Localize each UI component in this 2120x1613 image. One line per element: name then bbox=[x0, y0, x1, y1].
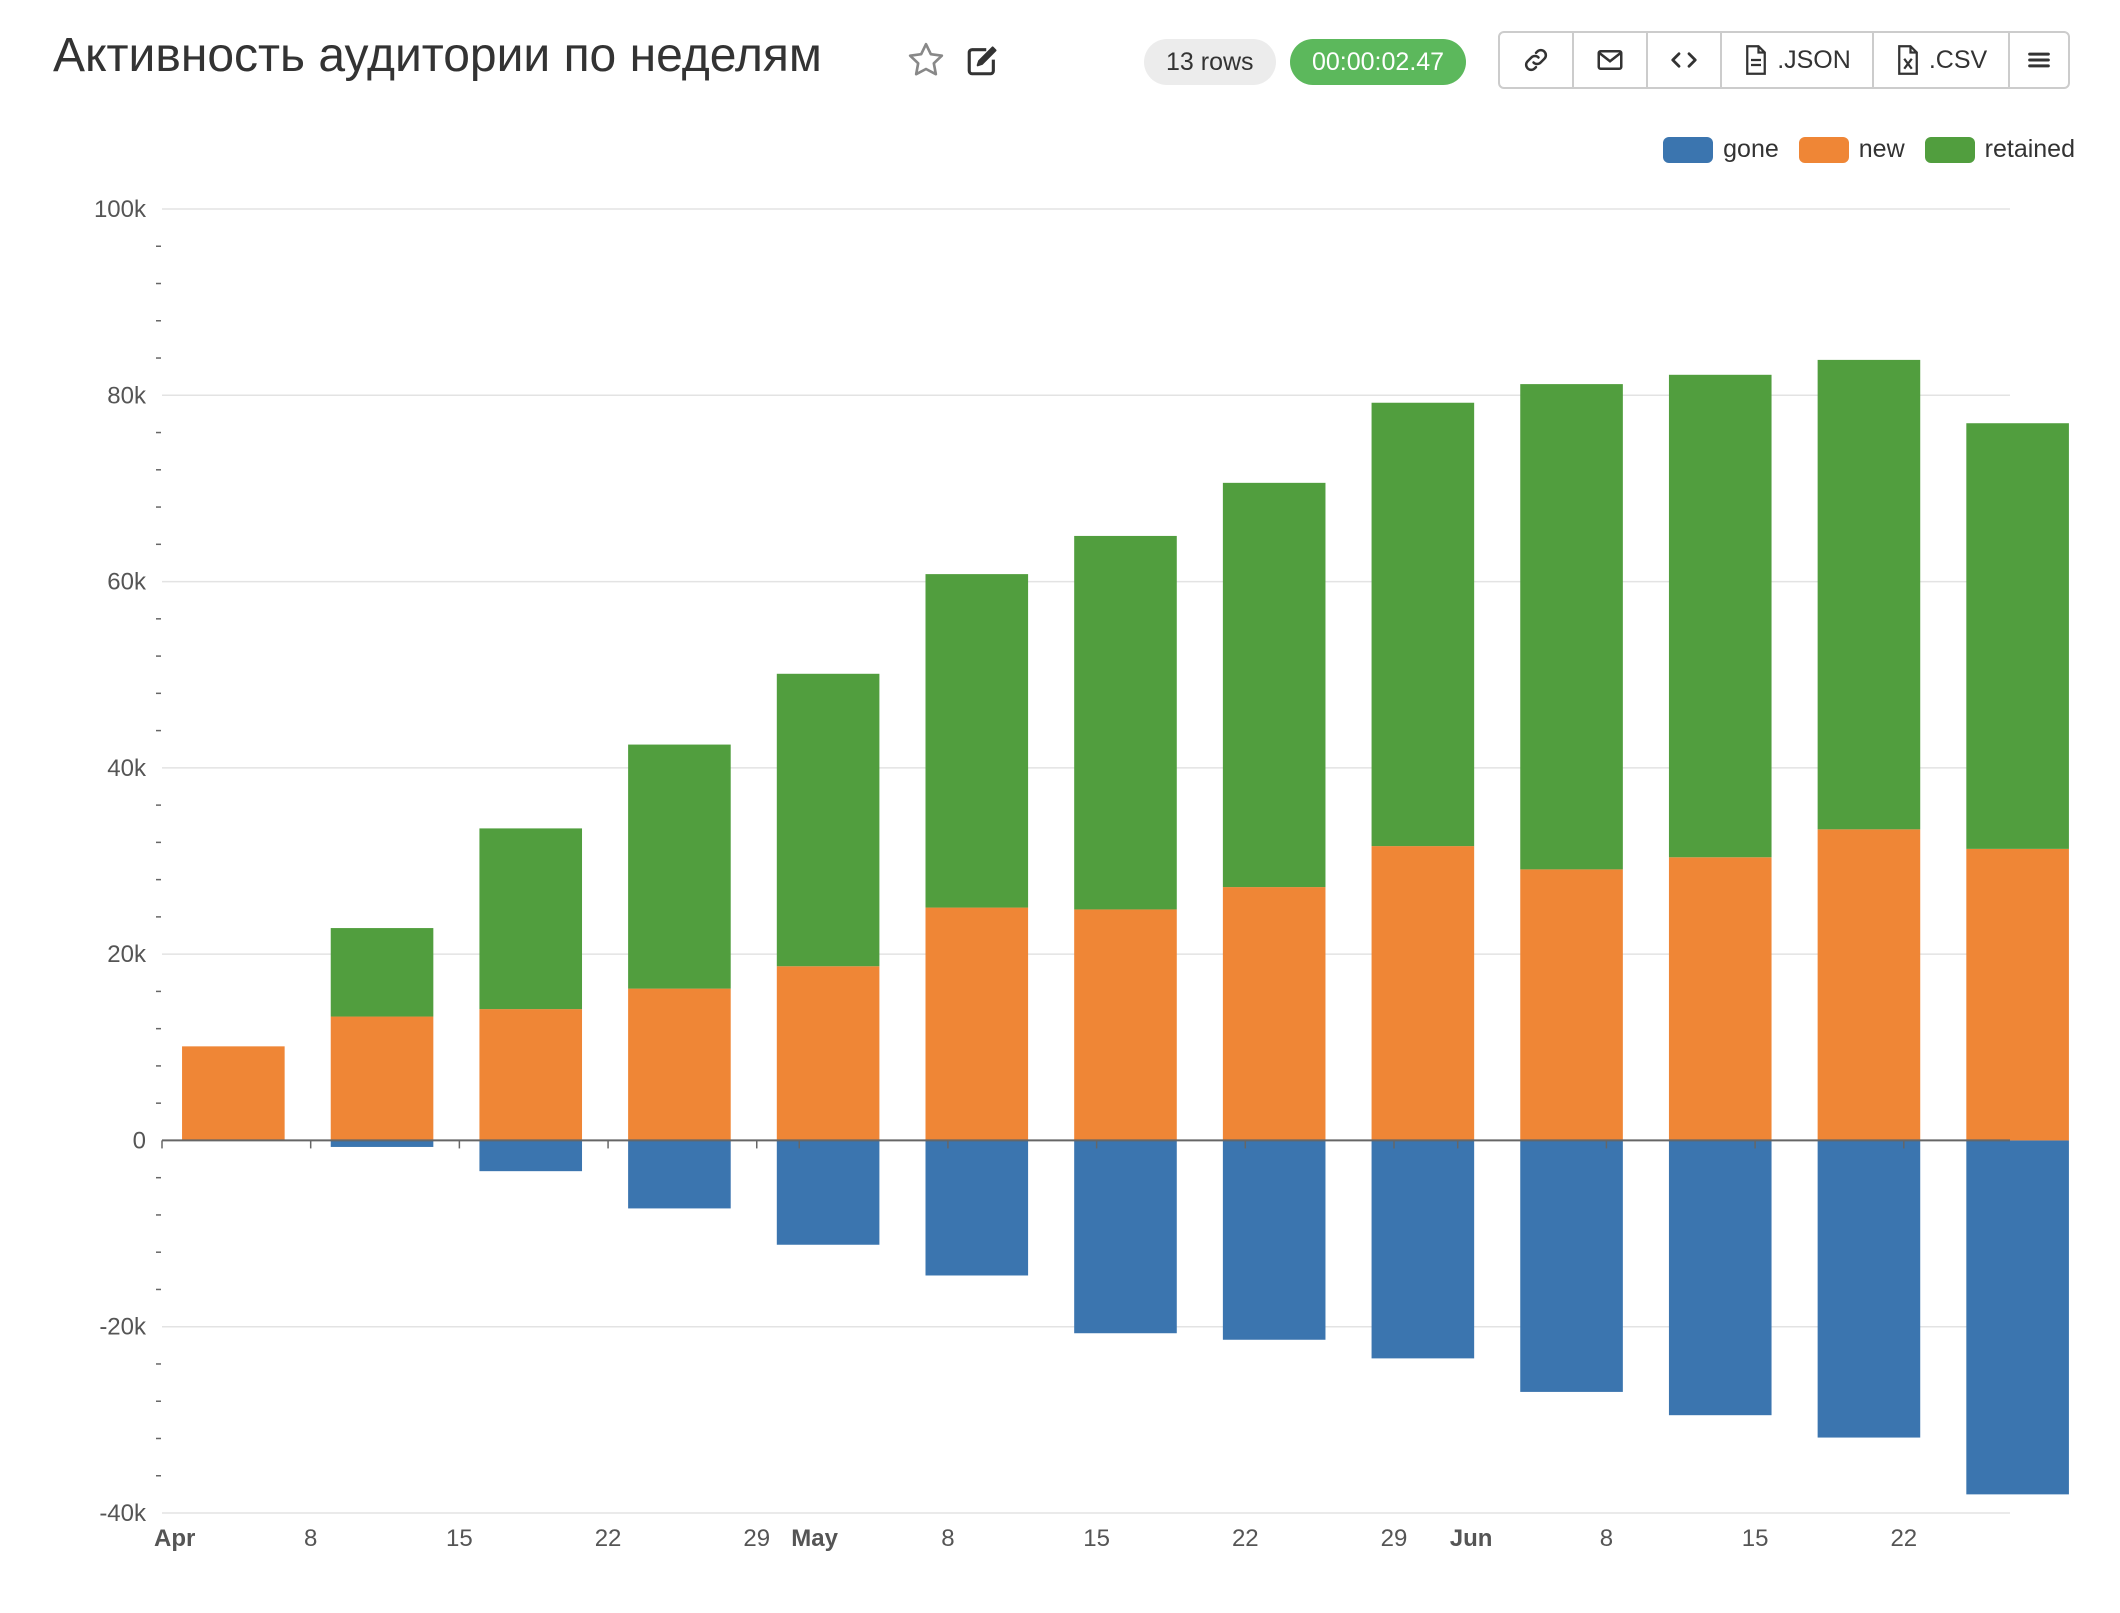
bar-retained bbox=[330, 928, 434, 1017]
bar-gone bbox=[925, 1140, 1029, 1276]
x-tick-label: May bbox=[791, 1525, 838, 1552]
y-tick-label: -20k bbox=[99, 1314, 147, 1341]
bar-new bbox=[925, 907, 1029, 1141]
bar-new bbox=[628, 988, 731, 1141]
y-tick-label: 20k bbox=[107, 941, 147, 968]
spreadsheet-file-icon bbox=[1895, 45, 1921, 75]
bar-new bbox=[1817, 829, 1921, 1141]
header: Активность аудитории по неделям 13 rows … bbox=[0, 0, 2120, 120]
bar-new bbox=[1966, 848, 2069, 1141]
chart-legend: gone new retained bbox=[1643, 135, 2075, 164]
bar-new bbox=[330, 1016, 434, 1141]
x-tick-label: 15 bbox=[1083, 1525, 1110, 1552]
bar-retained bbox=[628, 744, 731, 989]
bar-new bbox=[1074, 909, 1177, 1141]
bar-retained bbox=[1074, 535, 1177, 910]
x-tick-label: 29 bbox=[1381, 1525, 1408, 1552]
x-tick-label: 8 bbox=[304, 1525, 317, 1552]
file-icon bbox=[1743, 45, 1769, 75]
legend-label-retained: retained bbox=[1984, 135, 2075, 163]
bar-retained bbox=[1668, 374, 1772, 858]
bar-gone bbox=[330, 1140, 434, 1147]
bar-retained bbox=[776, 673, 880, 967]
bar-retained bbox=[1371, 402, 1475, 847]
rows-count-badge: 13 rows bbox=[1144, 39, 1276, 85]
y-tick-label: 60k bbox=[107, 569, 147, 596]
legend-swatch-gone bbox=[1663, 136, 1714, 163]
email-button[interactable] bbox=[1574, 33, 1648, 87]
legend-item-retained[interactable]: retained bbox=[1924, 135, 2075, 164]
bar-new bbox=[479, 1009, 583, 1141]
y-tick-label: 40k bbox=[107, 755, 147, 782]
bar-retained bbox=[1966, 423, 2069, 849]
bar-gone bbox=[1668, 1140, 1772, 1416]
y-tick-label: -40k bbox=[99, 1500, 147, 1527]
bar-new bbox=[1668, 857, 1772, 1141]
y-tick-label: 80k bbox=[107, 382, 147, 409]
bar-new bbox=[182, 1046, 285, 1141]
edit-icon[interactable] bbox=[965, 44, 999, 78]
bar-gone bbox=[479, 1140, 583, 1172]
bar-gone bbox=[1222, 1140, 1326, 1340]
star-icon[interactable] bbox=[906, 40, 946, 80]
bar-gone bbox=[1371, 1140, 1475, 1359]
bar-gone bbox=[628, 1140, 731, 1209]
query-time-badge: 00:00:02.47 bbox=[1290, 39, 1467, 85]
bar-retained bbox=[1817, 359, 1921, 830]
bar-retained bbox=[1222, 482, 1326, 888]
x-tick-label: 22 bbox=[595, 1525, 622, 1552]
code-icon bbox=[1669, 45, 1699, 75]
legend-label-gone: gone bbox=[1723, 135, 1779, 163]
bar-new bbox=[776, 966, 880, 1141]
x-tick-label: 22 bbox=[1890, 1525, 1917, 1552]
toolbar: .JSON .CSV bbox=[1498, 31, 2070, 89]
bar-retained bbox=[925, 574, 1029, 908]
bar-new bbox=[1371, 846, 1475, 1141]
export-json-button[interactable]: .JSON bbox=[1722, 33, 1874, 87]
x-tick-label: 15 bbox=[1742, 1525, 1769, 1552]
bar-gone bbox=[1074, 1140, 1177, 1334]
export-csv-button[interactable]: .CSV bbox=[1874, 33, 2010, 87]
y-tick-label: 100k bbox=[94, 196, 147, 223]
x-tick-label: 29 bbox=[743, 1525, 770, 1552]
embed-code-button[interactable] bbox=[1648, 33, 1722, 87]
legend-label-new: new bbox=[1858, 135, 1905, 163]
legend-item-new[interactable]: new bbox=[1798, 135, 1905, 164]
x-tick-label: 8 bbox=[941, 1525, 954, 1552]
bar-gone bbox=[1817, 1140, 1921, 1438]
export-json-label: .JSON bbox=[1777, 45, 1851, 74]
link-icon bbox=[1521, 45, 1551, 75]
export-csv-label: .CSV bbox=[1928, 45, 1988, 74]
bar-retained bbox=[479, 828, 583, 1010]
y-tick-label: 0 bbox=[133, 1127, 146, 1154]
hamburger-menu-icon bbox=[2025, 46, 2053, 74]
legend-swatch-new bbox=[1798, 136, 1849, 163]
envelope-icon bbox=[1595, 45, 1625, 75]
bar-new bbox=[1222, 887, 1326, 1141]
legend-swatch-retained bbox=[1924, 136, 1975, 163]
legend-item-gone[interactable]: gone bbox=[1663, 135, 1779, 164]
bar-new bbox=[1520, 869, 1623, 1141]
page-title: Активность аудитории по неделям bbox=[53, 29, 822, 82]
copy-link-button[interactable] bbox=[1500, 33, 1574, 87]
bar-gone bbox=[1520, 1140, 1623, 1392]
bar-retained bbox=[1520, 384, 1623, 870]
x-tick-label: Apr bbox=[154, 1525, 195, 1552]
x-tick-label: 15 bbox=[446, 1525, 473, 1552]
x-tick-label: Jun bbox=[1450, 1525, 1493, 1552]
menu-button[interactable] bbox=[2010, 33, 2068, 87]
bar-gone bbox=[1966, 1140, 2069, 1495]
x-tick-label: 8 bbox=[1600, 1525, 1613, 1552]
x-tick-label: 22 bbox=[1232, 1525, 1259, 1552]
bar-gone bbox=[776, 1140, 880, 1245]
